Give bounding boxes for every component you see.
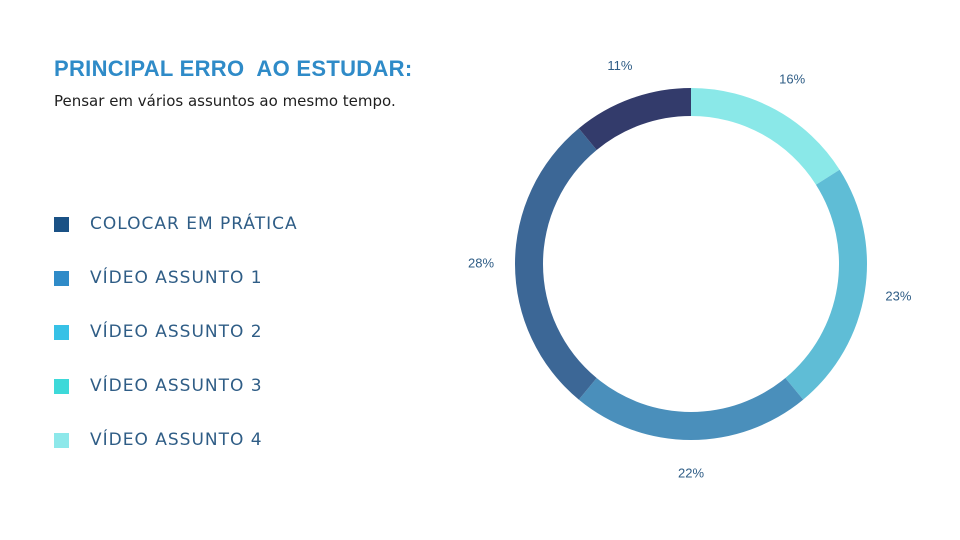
donut-slice: [515, 128, 597, 400]
legend-item: VÍDEO ASSUNTO 3: [54, 374, 298, 398]
legend-label: VÍDEO ASSUNTO 3: [90, 376, 263, 396]
legend-swatch: [54, 432, 69, 448]
legend-item: COLOCAR EM PRÁTICA: [54, 212, 298, 236]
legend-label: VÍDEO ASSUNTO 2: [90, 322, 263, 342]
legend-item: VÍDEO ASSUNTO 2: [54, 320, 298, 344]
donut-slice: [691, 88, 840, 185]
page-title: PRINCIPAL ERRO AO ESTUDAR:: [54, 56, 413, 81]
donut-slice: [785, 169, 867, 400]
slice-label: 22%: [678, 465, 704, 480]
legend-item: VÍDEO ASSUNTO 4: [54, 428, 298, 452]
donut-slice: [578, 378, 804, 440]
legend-swatch: [54, 216, 69, 232]
donut-slice: [578, 88, 691, 150]
legend-item: VÍDEO ASSUNTO 1: [54, 266, 298, 290]
legend-swatch: [54, 378, 69, 394]
slice-label: 11%: [607, 58, 632, 73]
chart-legend: COLOCAR EM PRÁTICA VÍDEO ASSUNTO 1 VÍDEO…: [54, 212, 298, 482]
legend-label: VÍDEO ASSUNTO 1: [90, 268, 263, 288]
legend-swatch: [54, 324, 69, 340]
legend-swatch: [54, 270, 69, 286]
slice-label: 28%: [468, 255, 494, 270]
slice-label: 23%: [885, 288, 911, 303]
legend-label: COLOCAR EM PRÁTICA: [90, 214, 298, 234]
legend-label: VÍDEO ASSUNTO 4: [90, 430, 263, 450]
slice-label: 16%: [779, 71, 805, 86]
page-subtitle: Pensar em vários assuntos ao mesmo tempo…: [54, 92, 396, 110]
